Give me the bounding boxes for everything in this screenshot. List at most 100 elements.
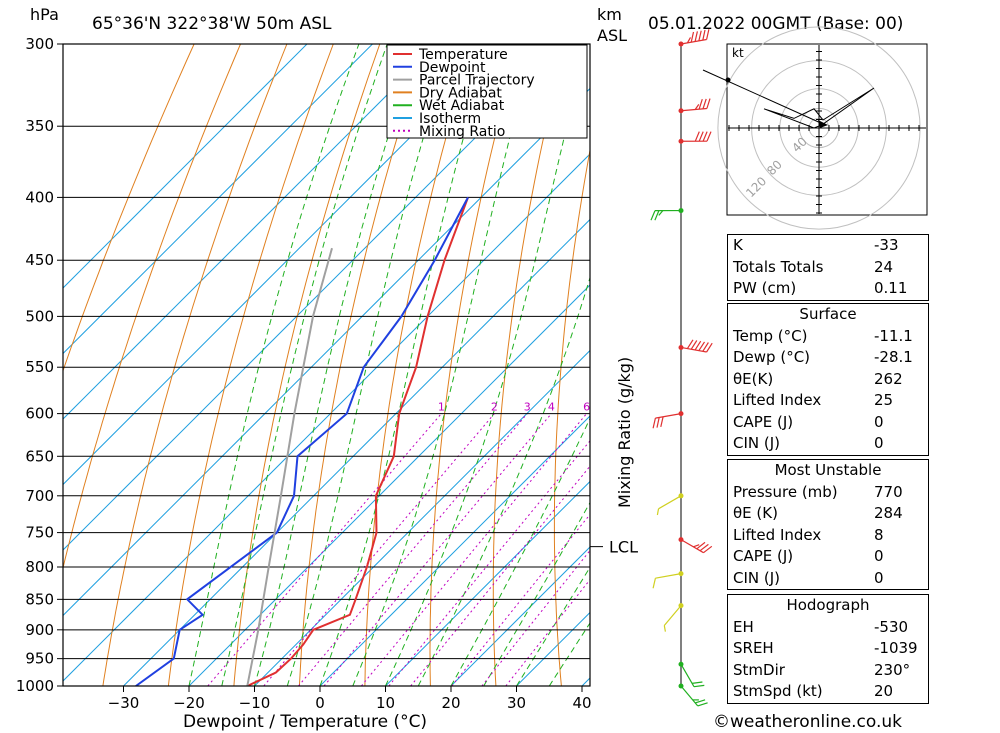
wet-adiabat-line [450,417,590,686]
wind-barb-feather [696,541,706,550]
surface-li-value: 25 [874,391,894,409]
wind-barb-feather [691,681,703,684]
pw-label: PW (cm) [733,279,797,297]
wind-barb-feather [660,416,664,428]
mixing-ratio-line [388,440,590,686]
legend-entry: Dewpoint [419,60,486,76]
index-table-surface: Surface Temp (°C) -11.1 Dewp (°C) -28.1 θE… [727,303,929,456]
index-table-general: K -33 Totals Totals 24 PW (cm) 0.11 [727,234,929,301]
sreh-row: SREH -1039 [728,638,928,660]
pressure-tick-label: 450 [25,251,54,269]
isotherm-line [123,218,590,686]
mu-theta-row: θE (K) 284 [728,503,928,525]
isotherm-line [319,415,590,686]
mu-theta-value: 284 [874,504,903,522]
legend-box [386,44,588,139]
wind-barb-shaft [658,495,682,510]
wind-barb-feather [703,545,713,554]
hpa-label: hPa [30,5,59,24]
wet-adiabat-line [188,44,360,686]
wind-barb-shaft [680,663,695,688]
surface-cape-label: CAPE (J) [733,412,794,431]
km-label: km [597,5,622,24]
pressure-tick-label: 300 [25,35,54,53]
sreh-value: -1039 [874,639,918,657]
pressure-tick-label: 400 [25,188,54,206]
pressure-tick-label: 800 [25,558,54,576]
wind-barb-feather [706,29,710,40]
dry-adiabat-line [364,44,474,686]
wind-barb-shaft [680,107,707,112]
legend-entry: Dry Adiabat [419,85,502,101]
surface-temp-label: Temp (°C) [733,326,808,345]
index-table-hodograph: Hodograph EH -530 SREH -1039 StmDir 230° St… [727,594,929,704]
tt-value: 24 [874,257,894,276]
wind-barb-feather [706,342,713,353]
wind-barb-feather [695,699,706,704]
isotherm-line [63,153,590,682]
wind-barb-feather [686,37,692,44]
mu-pressure-label: Pressure (mb) [733,482,838,501]
asl-label: ASL [597,26,627,45]
wet-adiabat-line [319,44,491,686]
location-title: 65°36'N 322°38'W 50m ASL [92,14,332,34]
mixing-ratio-label: 1 [438,401,445,414]
isotherm-line [254,349,590,686]
surface-theta-label: θE(K) [733,369,774,388]
wind-barb-feather [706,98,711,109]
copyright: ©weatheronline.co.uk [713,712,902,732]
pressure-tick-label: 650 [25,447,54,465]
wind-barb-feather [698,131,704,142]
stmdir-value: 230° [874,660,911,679]
wind-barb-feather [698,30,702,41]
dry-adiabat-line [63,44,195,373]
wind-barb-feather [652,417,656,429]
legend-entry: Isotherm [419,111,481,127]
dry-adiabat-line [934,44,1000,686]
wind-barb-feather [652,578,656,589]
wind-barb-feather [693,544,700,548]
wind-barb-shaft [663,605,682,626]
pressure-tick-label: 350 [25,117,54,135]
eh-label: EH [733,617,754,636]
pressure-tick-label: 750 [25,524,54,542]
surface-cape-row: CAPE (J) 0 [728,412,928,434]
temperature-tick-label: −20 [173,694,205,712]
wind-barb-feather [698,341,706,351]
isotherm-line [63,44,373,355]
stmspd-value: 20 [874,682,894,700]
wind-barb-feather [686,339,694,349]
mixing-ratio-axis-label: Mixing Ratio (g/kg) [615,357,634,508]
dry-adiabat-line [167,44,334,686]
wind-barb-shaft [680,346,707,353]
wind-barb-feather [656,508,660,516]
pressure-tick-label: 1000 [16,677,54,695]
mixing-ratio-label: 3 [524,401,531,414]
dewpoint-line [135,196,469,686]
mixing-ratio-line [323,413,552,686]
wind-barb-feather [658,210,664,216]
wind-barb-feather [697,702,708,707]
parcel-trajectory-line [246,247,333,686]
date-title: 05.01.2022 00GMT (Base: 00) [648,14,903,34]
wet-adiabat-line [286,44,453,686]
mu-li-value: 8 [874,525,884,544]
wind-barb-feather [698,99,703,110]
wind-barb-feather [702,29,706,41]
surface-cin-label: CIN (J) [733,434,781,452]
wind-barb-feather [650,210,656,221]
isotherm-line [63,87,590,617]
hodograph-trace [763,87,875,129]
surface-title: Surface [799,305,857,323]
temperature-ticks: −30 −20 −10 0 10 20 30 40 [108,686,592,712]
mu-li-label: Lifted Index [733,525,822,544]
mu-cape-value: 0 [874,547,884,565]
hodograph-frame [726,43,928,216]
wind-barb-feather [690,31,695,43]
dry-adiabat-line [982,44,1000,686]
mixing-ratio-line [361,413,587,686]
pressure-tick-label: 500 [25,307,54,325]
hodograph-trace [702,69,824,125]
wind-barb-feather [694,131,700,142]
mu-pressure-value: 770 [874,482,903,501]
